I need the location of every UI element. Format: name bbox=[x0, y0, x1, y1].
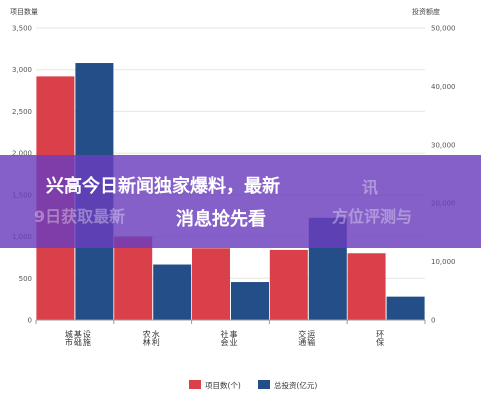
category-label: 社会 bbox=[220, 329, 229, 347]
left-tick-label: 3,000 bbox=[12, 66, 32, 74]
category-label: 水利 bbox=[151, 329, 160, 346]
bar-project-count bbox=[192, 248, 230, 320]
overlay-ghost-text-1: 讯 bbox=[362, 178, 378, 197]
left-tick-label: 3,500 bbox=[12, 25, 32, 33]
overlay-ghost-text-3: 方位评测与 bbox=[332, 207, 412, 226]
right-tick-label: 10,000 bbox=[431, 258, 456, 266]
left-tick-label: 2,000 bbox=[12, 150, 32, 158]
category-label: 农林 bbox=[142, 329, 151, 347]
overlay-ghost-text-2: 9日获取最新 bbox=[34, 207, 125, 226]
headline-overlay[interactable]: 讯 9日获取最新 方位评测与 兴高今日新闻独家爆料，最新 消息抢先看 bbox=[0, 155, 481, 248]
category-label: 事业 bbox=[229, 329, 238, 346]
overlay-banner bbox=[0, 155, 481, 248]
left-tick-label: 2,500 bbox=[12, 108, 32, 116]
legend-label: 项目数(个) bbox=[205, 380, 241, 390]
category-label: 交通 bbox=[298, 329, 307, 347]
overlay-headline-line2[interactable]: 消息抢先看 bbox=[176, 208, 266, 230]
right-tick-label: 50,000 bbox=[431, 25, 456, 33]
category-label: 设施 bbox=[82, 329, 91, 347]
right-tick-label: 40,000 bbox=[431, 83, 456, 91]
legend-swatch bbox=[258, 380, 270, 389]
bar-project-count bbox=[114, 236, 153, 320]
category-label: 城市 bbox=[64, 330, 73, 347]
legend: 项目数(个) 总投资(亿元) bbox=[189, 380, 317, 390]
legend-label: 总投资(亿元) bbox=[274, 380, 317, 390]
category-label: 运输 bbox=[307, 330, 316, 347]
category-label: 环保 bbox=[376, 330, 385, 347]
legend-swatch bbox=[189, 380, 201, 389]
right-tick-label: 30,000 bbox=[431, 141, 456, 149]
bar-project-count bbox=[347, 253, 386, 320]
bar-total-investment bbox=[153, 264, 192, 320]
bar-total-investment bbox=[231, 282, 269, 320]
right-tick-label: 0 bbox=[431, 317, 435, 325]
category-labels: 城市 基础 设施 农林 水利 社会 事业 交通 运输 环保 bbox=[64, 329, 384, 347]
bar-project-count bbox=[269, 249, 308, 320]
overlay-headline-line1[interactable]: 兴高今日新闻独家爆料，最新 bbox=[46, 175, 280, 197]
right-axis-title: 投资额度 bbox=[412, 7, 440, 16]
category-label: 基础 bbox=[73, 329, 82, 347]
left-tick-label: 500 bbox=[19, 275, 32, 283]
bar-total-investment bbox=[386, 296, 425, 320]
left-axis-title: 项目数量 bbox=[10, 7, 38, 16]
left-tick-label: 0 bbox=[28, 317, 32, 325]
